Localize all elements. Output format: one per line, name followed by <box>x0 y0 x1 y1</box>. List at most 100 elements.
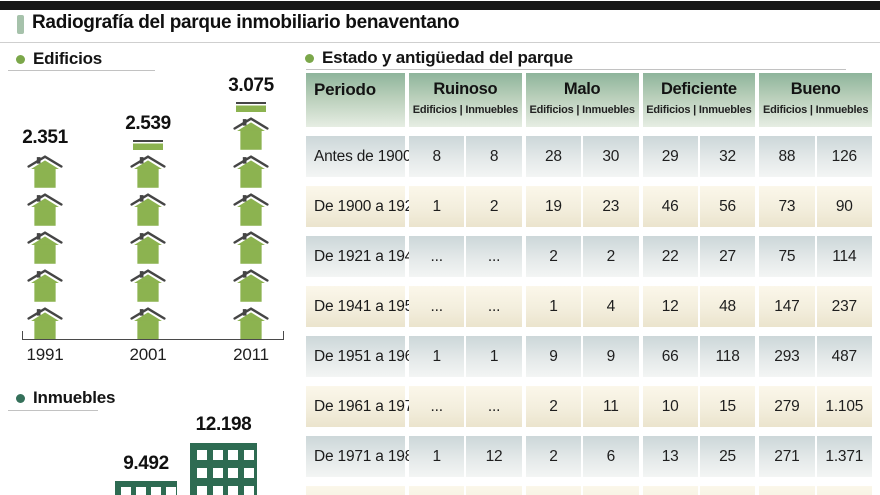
period-cell: De 1981 a 1990 <box>306 486 405 495</box>
value-cell: 11 <box>583 386 639 427</box>
cell-group: 2 11 <box>525 386 639 427</box>
cell-group: ...... <box>409 236 522 277</box>
period-cell: Antes de 1900 <box>306 136 412 177</box>
value-cell: 10 <box>642 386 698 427</box>
value-cell: 2 <box>525 386 582 427</box>
cell-group: ...... <box>409 286 522 327</box>
value-cell: 2 <box>466 186 522 227</box>
house-icon <box>233 230 269 264</box>
value-cell: 13 <box>642 436 698 477</box>
house-icon <box>130 268 166 302</box>
section-inmuebles: Inmuebles <box>16 388 115 408</box>
value-cell: 8 <box>466 136 522 177</box>
building-window <box>166 487 176 495</box>
value-cell: ... <box>409 486 465 495</box>
edificios-axis <box>22 331 284 340</box>
value-cell: 271 <box>759 436 815 477</box>
value-cell: 114 <box>816 236 872 277</box>
period-cell: De 1971 a 1980 <box>306 436 422 477</box>
edificios-year-labels: 1991 2001 2011 <box>10 345 286 365</box>
cell-group: 66 118 <box>642 336 756 377</box>
table-row: De 1921 a 1940...... 2 2 22 27 75 114 <box>306 236 872 277</box>
cell-group: 279 1.105 <box>759 386 872 427</box>
cell-group: 10 15 <box>642 386 756 427</box>
cell-group: ...... <box>409 386 522 427</box>
edificios-section-title: Edificios <box>33 49 103 68</box>
period-cell: De 1951 a 1960 <box>306 336 422 377</box>
value-cell: 22 <box>642 236 698 277</box>
cell-group: 13 25 <box>642 436 756 477</box>
edificios-value-label: 3.075 <box>228 75 274 96</box>
house-icon <box>233 306 269 340</box>
value-cell: 32 <box>699 136 756 177</box>
building-icon <box>190 443 257 495</box>
cell-group: 75 114 <box>759 236 872 277</box>
value-cell: 15 <box>699 386 756 427</box>
value-cell: 1 <box>466 336 522 377</box>
value-cell: 1 <box>409 436 465 477</box>
table-header-row: Periodo Ruinoso Edificios | Inmuebles Malo… <box>306 73 872 127</box>
period-cell: De 1921 a 1940 <box>306 236 422 277</box>
value-cell: 147 <box>759 286 815 327</box>
building-window <box>228 486 238 495</box>
section-estado: Estado y antigüedad del parque <box>305 48 573 68</box>
table-row: De 1971 a 1980 1 12 2 6 13 25 271 1.371 <box>306 436 872 477</box>
value-cell: 487 <box>816 336 872 377</box>
value-cell: ... <box>466 386 522 427</box>
building-window <box>136 487 146 495</box>
edificios-value-label: 2.351 <box>22 127 68 148</box>
inmuebles-section-title: Inmuebles <box>33 388 116 407</box>
table-section-title: Estado y antigüedad del parque <box>322 48 573 67</box>
edificios-column-1991: 2.351 <box>10 127 80 340</box>
value-cell: 2 <box>525 436 582 477</box>
title-accent-mark <box>17 15 24 34</box>
table-row: De 1981 a 1990............343451.747 <box>306 486 872 495</box>
cell-group: 22 27 <box>642 236 756 277</box>
house-icon <box>233 154 269 188</box>
cell-group: 12 48 <box>642 286 756 327</box>
house-partial-icon <box>236 102 266 112</box>
value-cell: 28 <box>525 136 582 177</box>
cell-group: ...... <box>409 486 522 495</box>
value-cell: ... <box>466 486 522 495</box>
value-cell: ... <box>583 486 639 495</box>
column-group-name: Malo <box>563 80 601 98</box>
value-cell: 1 <box>409 336 465 377</box>
house-icon <box>27 154 63 188</box>
building-window <box>212 450 223 460</box>
period-cell: De 1941 a 1950 <box>306 286 422 327</box>
building-window <box>243 468 254 478</box>
building-window <box>212 468 223 478</box>
value-cell: 66 <box>642 336 698 377</box>
circle-bullet-icon <box>16 393 25 403</box>
house-icon <box>27 230 63 264</box>
value-cell: 4 <box>583 286 639 327</box>
value-cell: ... <box>409 286 465 327</box>
inmuebles-value-label: 12.198 <box>195 414 252 435</box>
top-border-bar <box>0 1 880 10</box>
value-cell: ... <box>525 486 582 495</box>
value-cell: 1.105 <box>816 386 872 427</box>
value-cell: 23 <box>583 186 639 227</box>
value-cell: 126 <box>816 136 872 177</box>
edificios-columns: 2.351 2.539 3.075 <box>10 72 286 340</box>
value-cell: 88 <box>759 136 815 177</box>
value-cell: 279 <box>759 386 815 427</box>
value-cell: 237 <box>816 286 872 327</box>
cell-group: 73 90 <box>759 186 872 227</box>
edificios-year-label: 1991 <box>26 345 64 364</box>
house-icon <box>27 306 63 340</box>
column-group-name: Bueno <box>790 80 841 98</box>
cell-group: 34 <box>642 486 756 495</box>
edificios-column-2011: 3.075 <box>216 75 286 340</box>
value-cell: 345 <box>759 486 815 495</box>
house-icon <box>27 192 63 226</box>
cell-group: ...... <box>525 486 639 495</box>
house-icon <box>130 192 166 226</box>
value-cell: 1.747 <box>816 486 872 495</box>
table-row: De 1951 a 1960 1 1 9 9 66 118 293 487 <box>306 336 872 377</box>
building-window <box>151 487 161 495</box>
